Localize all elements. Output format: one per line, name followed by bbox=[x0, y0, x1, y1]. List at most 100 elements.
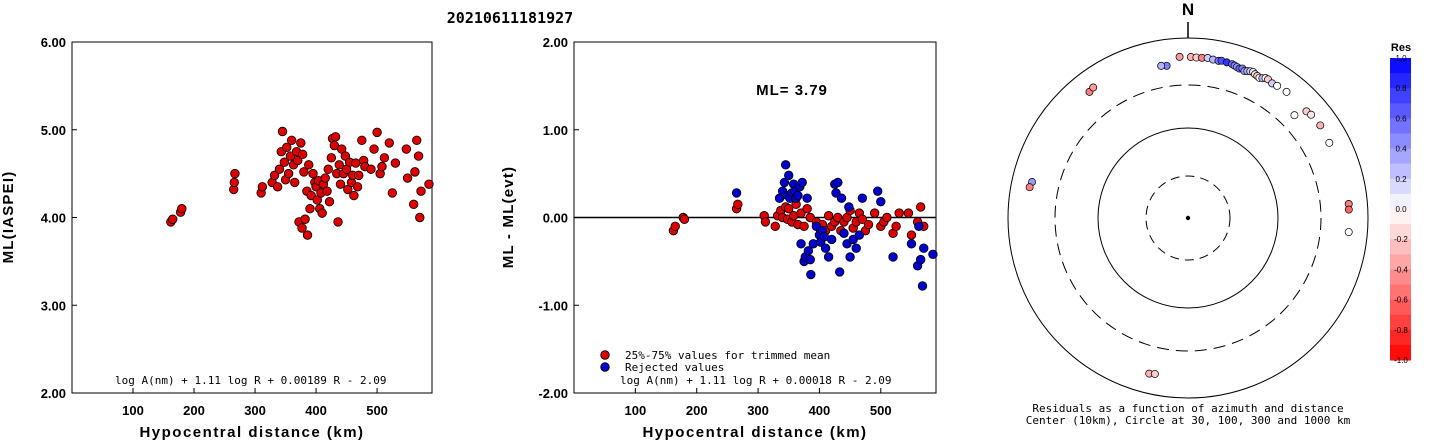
data-point bbox=[269, 170, 280, 181]
colorbar-tick-label: 0.6 bbox=[1395, 114, 1407, 123]
data-point bbox=[891, 221, 901, 231]
station-markers bbox=[1025, 52, 1353, 378]
colorbar-cell bbox=[1390, 163, 1411, 180]
station-marker bbox=[1157, 61, 1166, 70]
data-point bbox=[279, 157, 290, 167]
data-point bbox=[851, 243, 861, 253]
station-marker bbox=[1273, 81, 1282, 90]
ring-30km bbox=[1145, 175, 1231, 261]
data-point bbox=[283, 168, 294, 179]
data-point bbox=[384, 138, 394, 148]
data-point bbox=[297, 223, 307, 233]
data-point bbox=[833, 177, 843, 188]
y-axis-label: ML - ML(evt) bbox=[500, 166, 517, 268]
colorbar-cell bbox=[1390, 239, 1411, 255]
data-point bbox=[906, 239, 917, 249]
data-point bbox=[903, 208, 914, 218]
data-point bbox=[290, 177, 300, 188]
data-point bbox=[834, 267, 845, 277]
colorbar-cell bbox=[1390, 118, 1411, 134]
x-tick-label: 500 bbox=[366, 403, 388, 418]
x-tick-label: 400 bbox=[305, 403, 327, 418]
colorbar-tick-label: 1.0 bbox=[1395, 54, 1407, 63]
data-point bbox=[304, 160, 314, 170]
data-point bbox=[230, 168, 240, 179]
station-marker bbox=[1325, 138, 1334, 147]
station-marker bbox=[1344, 228, 1353, 237]
x-tick-labels: 100 200 300 400 500 bbox=[625, 388, 892, 418]
data-point bbox=[770, 221, 780, 231]
data-point bbox=[379, 153, 390, 163]
data-point bbox=[797, 177, 807, 188]
station-marker bbox=[1290, 111, 1299, 120]
colorbar-tick-label: -0.4 bbox=[1394, 265, 1408, 274]
data-point bbox=[333, 217, 343, 227]
data-point bbox=[857, 214, 868, 224]
ring-1000km bbox=[1007, 37, 1369, 399]
station-marker bbox=[1344, 205, 1353, 214]
data-point bbox=[805, 254, 815, 265]
x-tick-labels: 100 200 300 400 500 bbox=[122, 388, 388, 418]
plot-frame bbox=[71, 41, 433, 394]
colorbar-cell bbox=[1390, 269, 1411, 285]
data-point bbox=[413, 151, 424, 161]
x-axis-label: Hypocentral distance (km) bbox=[642, 424, 867, 441]
colorbar-tick-label: -0.8 bbox=[1394, 326, 1408, 335]
station-marker bbox=[1150, 369, 1159, 378]
station-marker bbox=[1316, 121, 1325, 130]
data-point bbox=[349, 190, 359, 201]
data-point bbox=[277, 126, 288, 137]
colorbar-tick-label: 0.0 bbox=[1395, 205, 1407, 214]
y-tick-label: 1.00 bbox=[543, 123, 568, 138]
colorbar-tick-label: 0.8 bbox=[1395, 84, 1407, 93]
y-tick-labels: 2.00 3.00 4.00 5.00 6.00 bbox=[41, 35, 77, 401]
formula-annotation: log A(nm) + 1.11 log R + 0.00018 R - 2.0… bbox=[620, 374, 892, 387]
data-points bbox=[166, 126, 434, 240]
y-tick-label: 3.00 bbox=[41, 298, 66, 313]
data-point bbox=[300, 214, 310, 224]
data-point bbox=[914, 221, 924, 231]
data-point bbox=[823, 252, 834, 262]
data-point bbox=[796, 239, 806, 249]
y-tick-label: 5.00 bbox=[41, 123, 66, 138]
data-point bbox=[352, 182, 363, 192]
data-point bbox=[390, 158, 401, 168]
data-point bbox=[873, 186, 883, 196]
y-axis-label: ML(IASPEI) bbox=[0, 171, 17, 264]
data-point bbox=[229, 177, 240, 188]
colorbar-cell bbox=[1390, 133, 1411, 150]
data-point bbox=[296, 138, 306, 148]
ring-100km bbox=[1097, 127, 1279, 309]
data-point bbox=[679, 214, 690, 224]
data-point bbox=[369, 144, 379, 154]
data-point bbox=[317, 208, 327, 218]
data-point bbox=[919, 243, 929, 253]
x-tick-label: 200 bbox=[183, 403, 205, 418]
figure-title: 20210611181927 bbox=[447, 9, 573, 27]
data-point bbox=[928, 249, 938, 260]
data-point bbox=[305, 204, 315, 214]
colorbar-cell bbox=[1390, 103, 1411, 119]
data-point bbox=[863, 219, 874, 230]
data-point bbox=[387, 188, 398, 198]
data-point bbox=[408, 199, 419, 210]
legend-marker-trimmed bbox=[600, 350, 610, 360]
data-point bbox=[167, 214, 178, 224]
data-point bbox=[803, 246, 814, 256]
data-point bbox=[415, 212, 425, 223]
ml-residual-plot: 100 200 300 400 500 -2.00 -1.00 0.00 1.00 2.00 M… bbox=[500, 35, 938, 441]
data-point bbox=[308, 168, 318, 179]
legend-marker-rejected bbox=[600, 362, 610, 372]
data-point bbox=[324, 197, 335, 207]
data-point bbox=[869, 208, 880, 218]
y-tick-label: -1.00 bbox=[538, 298, 568, 313]
data-point bbox=[293, 155, 303, 166]
data-point bbox=[845, 252, 855, 262]
legend-label-trimmed: 25%-75% values for trimmed mean bbox=[625, 349, 830, 362]
data-point bbox=[857, 193, 868, 203]
data-point bbox=[802, 193, 812, 203]
azimuth-residual-plot: N Residuals as a function of azimuth and… bbox=[1007, 0, 1369, 427]
data-point bbox=[330, 132, 341, 142]
data-point bbox=[299, 167, 309, 177]
y-tick-label: 0.00 bbox=[543, 211, 568, 226]
